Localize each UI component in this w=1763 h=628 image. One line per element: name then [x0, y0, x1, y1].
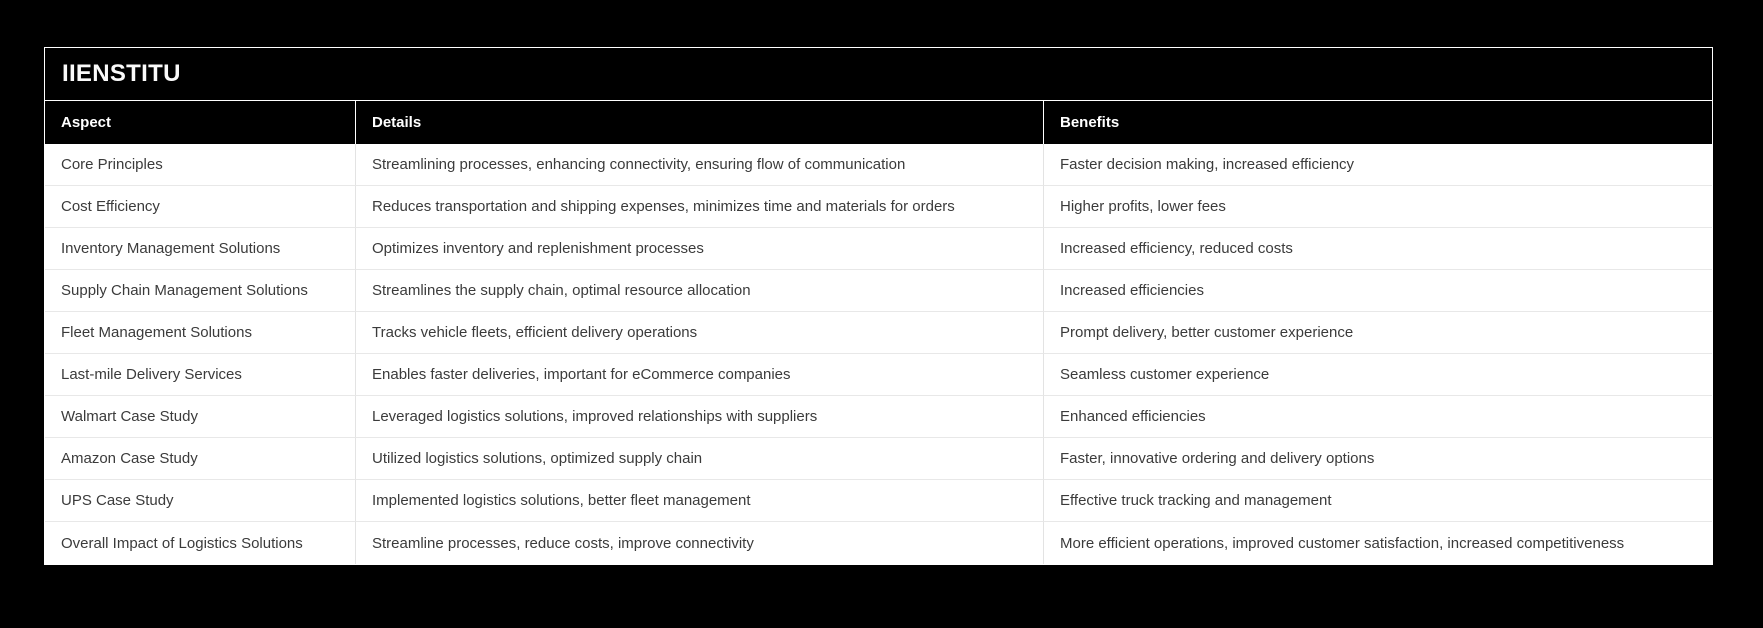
table-row: UPS Case Study Implemented logistics sol… [45, 480, 1712, 522]
aspect-cell: Amazon Case Study [45, 438, 356, 480]
benefits-cell: Higher profits, lower fees [1044, 186, 1712, 228]
table-title: IIENSTITU [62, 60, 181, 87]
table-title-bar: IIENSTITU [45, 48, 1712, 101]
benefits-cell: Increased efficiencies [1044, 270, 1712, 312]
benefits-cell: Effective truck tracking and management [1044, 480, 1712, 522]
aspect-cell: Core Principles [45, 144, 356, 186]
table-row: Overall Impact of Logistics Solutions St… [45, 522, 1712, 564]
details-cell: Enables faster deliveries, important for… [356, 354, 1044, 396]
details-cell: Reduces transportation and shipping expe… [356, 186, 1044, 228]
benefits-cell: More efficient operations, improved cust… [1044, 522, 1712, 564]
benefits-cell: Faster, innovative ordering and delivery… [1044, 438, 1712, 480]
column-header-details: Details [356, 101, 1044, 144]
details-cell: Streamlining processes, enhancing connec… [356, 144, 1044, 186]
aspect-cell: Last-mile Delivery Services [45, 354, 356, 396]
details-cell: Optimizes inventory and replenishment pr… [356, 228, 1044, 270]
table-row: Supply Chain Management Solutions Stream… [45, 270, 1712, 312]
benefits-cell: Seamless customer experience [1044, 354, 1712, 396]
logistics-table-card: IIENSTITU Aspect Details Benefits Core P… [44, 47, 1713, 565]
table-body: Core Principles Streamlining processes, … [45, 144, 1712, 564]
benefits-cell: Prompt delivery, better customer experie… [1044, 312, 1712, 354]
aspect-cell: Cost Efficiency [45, 186, 356, 228]
table-row: Core Principles Streamlining processes, … [45, 144, 1712, 186]
details-cell: Leveraged logistics solutions, improved … [356, 396, 1044, 438]
aspect-cell: Supply Chain Management Solutions [45, 270, 356, 312]
aspect-cell: Overall Impact of Logistics Solutions [45, 522, 356, 564]
column-header-aspect: Aspect [45, 101, 356, 144]
details-cell: Streamline processes, reduce costs, impr… [356, 522, 1044, 564]
column-header-benefits: Benefits [1044, 101, 1712, 144]
details-cell: Implemented logistics solutions, better … [356, 480, 1044, 522]
aspect-cell: Walmart Case Study [45, 396, 356, 438]
benefits-cell: Enhanced efficiencies [1044, 396, 1712, 438]
details-cell: Streamlines the supply chain, optimal re… [356, 270, 1044, 312]
benefits-cell: Increased efficiency, reduced costs [1044, 228, 1712, 270]
details-cell: Utilized logistics solutions, optimized … [356, 438, 1044, 480]
aspect-cell: Fleet Management Solutions [45, 312, 356, 354]
logistics-table: Aspect Details Benefits Core Principles … [45, 101, 1712, 564]
table-row: Inventory Management Solutions Optimizes… [45, 228, 1712, 270]
aspect-cell: Inventory Management Solutions [45, 228, 356, 270]
table-row: Amazon Case Study Utilized logistics sol… [45, 438, 1712, 480]
table-row: Fleet Management Solutions Tracks vehicl… [45, 312, 1712, 354]
benefits-cell: Faster decision making, increased effici… [1044, 144, 1712, 186]
table-row: Cost Efficiency Reduces transportation a… [45, 186, 1712, 228]
aspect-cell: UPS Case Study [45, 480, 356, 522]
table-row: Walmart Case Study Leveraged logistics s… [45, 396, 1712, 438]
details-cell: Tracks vehicle fleets, efficient deliver… [356, 312, 1044, 354]
table-header-row: Aspect Details Benefits [45, 101, 1712, 144]
table-row: Last-mile Delivery Services Enables fast… [45, 354, 1712, 396]
